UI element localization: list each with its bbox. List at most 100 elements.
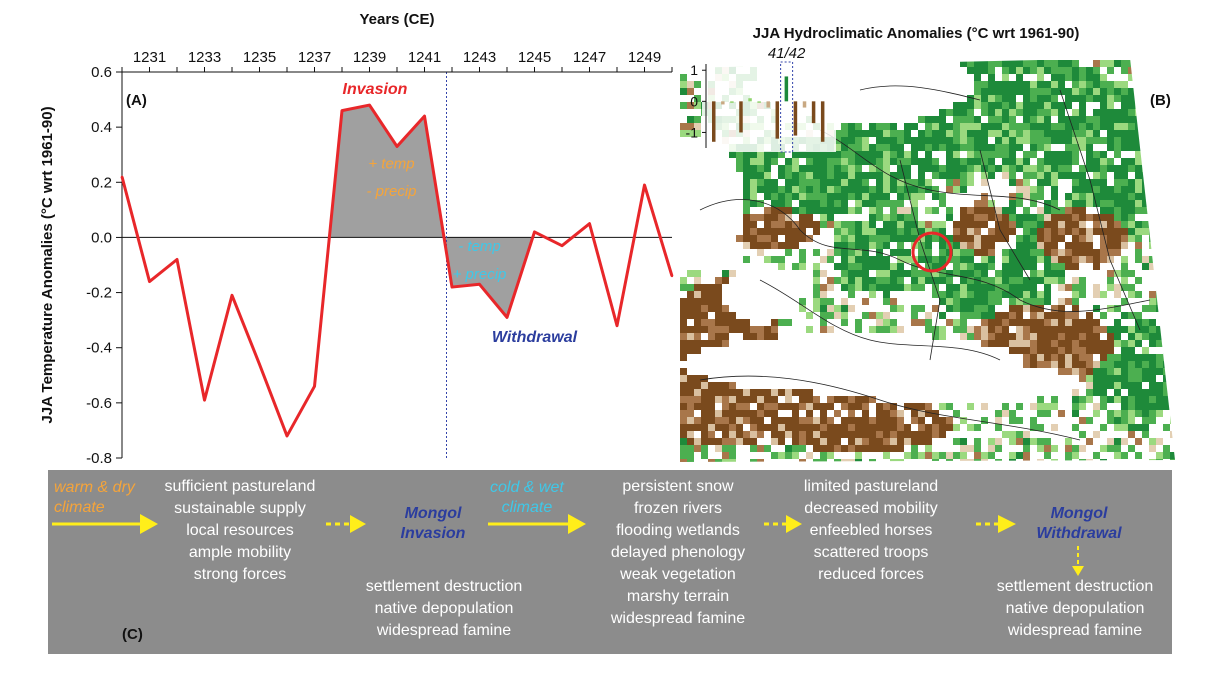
map-cell [1086,151,1093,158]
map-cell [778,389,785,396]
map-cell [1086,186,1093,193]
map-cell [1065,333,1072,340]
map-cell [848,417,855,424]
map-cell [974,333,981,340]
map-cell [960,249,967,256]
map-cell [813,291,820,298]
map-cell [701,305,708,312]
map-cell [1163,207,1170,214]
map-cell [841,130,848,137]
map-cell [841,431,848,438]
map-cell [981,256,988,263]
map-cell [932,137,939,144]
cold-shaded-area [444,237,533,318]
map-cell [820,417,827,424]
map-cell [1072,214,1079,221]
map-cell [1044,242,1051,249]
map-cell [1135,319,1142,326]
map-cell [981,179,988,186]
map-cell [1058,116,1065,123]
map-cell [1177,270,1184,277]
map-cell [967,326,974,333]
map-cell [1065,368,1072,375]
map-cell [680,284,687,291]
map-cell [806,235,813,242]
map-cell [862,270,869,277]
map-cell [1086,144,1093,151]
map-cell [806,417,813,424]
map-cell [1093,116,1100,123]
inset-y-tick-label: -1 [686,124,699,140]
map-cell [1051,340,1058,347]
map-cell [974,452,981,459]
map-cell [953,438,960,445]
map-cell [1135,291,1142,298]
map-cell [841,459,848,462]
map-cell [981,81,988,88]
map-cell [1107,382,1114,389]
map-cell [897,137,904,144]
map-cell [1079,137,1086,144]
map-cell [932,221,939,228]
map-cell [834,158,841,165]
map-cell [1142,305,1149,312]
map-cell [1051,312,1058,319]
map-cell [1114,109,1121,116]
map-cell [960,333,967,340]
map-cell [1079,375,1086,382]
map-cell [1037,95,1044,102]
map-cell [953,326,960,333]
data-point [643,183,646,187]
map-cell [897,326,904,333]
map-cell [988,445,995,452]
map-cell [1079,95,1086,102]
map-cell [1177,424,1184,431]
map-cell [820,305,827,312]
map-cell [1149,396,1156,403]
map-cell [820,214,827,221]
map-cell [827,396,834,403]
map-cell [813,445,820,452]
map-cell [1030,284,1037,291]
map-cell [869,193,876,200]
map-cell [757,200,764,207]
map-cell [1156,459,1163,462]
map-cell [848,291,855,298]
map-cell [1100,165,1107,172]
map-cell [848,445,855,452]
map-cell [1002,165,1009,172]
map-cell [1030,242,1037,249]
map-cell [841,123,848,130]
map-cell [939,221,946,228]
map-cell [1065,151,1072,158]
map-cell [904,172,911,179]
map-cell [1170,95,1175,102]
map-cell [1023,235,1030,242]
map-cell [827,445,834,452]
map-cell [988,207,995,214]
map-cell [1093,200,1100,207]
map-cell [1079,144,1086,151]
map-cell [897,151,904,158]
map-cell [1065,361,1072,368]
map-cell [680,333,687,340]
map-cell [1086,74,1093,81]
map-cell [855,228,862,235]
y-tick-label: -0.4 [86,340,112,357]
data-point [395,145,399,148]
map-cell [1163,193,1170,200]
map-cell [1177,354,1184,361]
map-cell [897,249,904,256]
map-cell [806,193,813,200]
map-cell [1107,396,1114,403]
map-cell [1128,228,1135,235]
map-cell [988,109,995,116]
map-cell [1135,102,1142,109]
map-cell [1121,256,1128,263]
map-cell [813,151,820,158]
map-cell [1051,165,1058,172]
map-cell [1058,249,1065,256]
map-cell [932,123,939,130]
map-cell [1044,144,1051,151]
map-cell [1009,137,1016,144]
